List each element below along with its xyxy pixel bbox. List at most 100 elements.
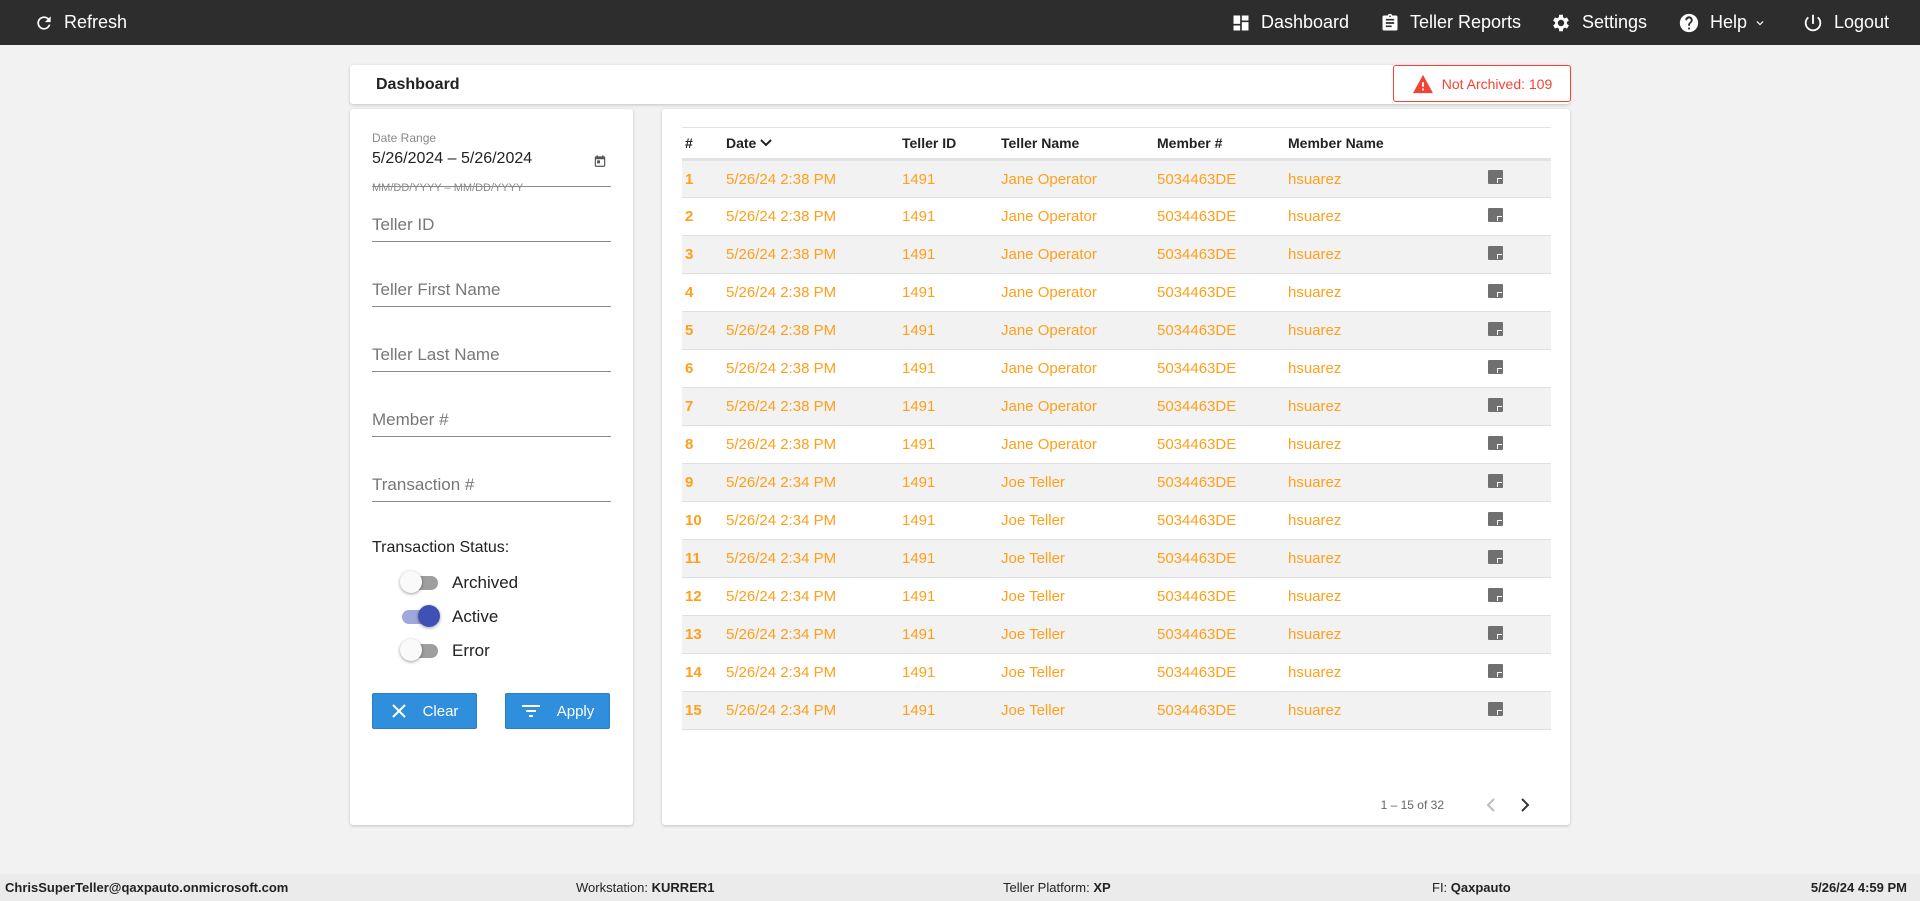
row-teller-name: Jane Operator xyxy=(998,273,1154,312)
table-row[interactable]: 12 5/26/24 2:34 PM 1491 Joe Teller 5034463DE… xyxy=(682,577,1551,616)
not-archived-label: Not Archived: 109 xyxy=(1441,75,1553,92)
note-icon[interactable] xyxy=(1488,283,1503,298)
table-row[interactable]: 9 5/26/24 2:34 PM 1491 Joe Teller 5034463DE h… xyxy=(682,463,1551,502)
row-actions xyxy=(1485,577,1551,616)
note-icon[interactable] xyxy=(1488,170,1503,184)
note-icon[interactable] xyxy=(1488,625,1503,640)
note-icon[interactable] xyxy=(1488,435,1503,450)
note-icon[interactable] xyxy=(1488,397,1503,412)
current-user: ChrisSuperTeller@qaxpauto.onmicrosoft.co… xyxy=(5,880,289,895)
table-row[interactable]: 5 5/26/24 2:38 PM 1491 Jane Operator 5034463… xyxy=(682,311,1551,350)
note-icon[interactable] xyxy=(1488,587,1503,602)
note-icon[interactable] xyxy=(1488,701,1503,716)
table-row[interactable]: 7 5/26/24 2:38 PM 1491 Jane Operator 5034463… xyxy=(682,387,1551,426)
row-teller-name: Jane Operator xyxy=(998,387,1154,426)
teller-first-name-input[interactable]: Teller First Name xyxy=(372,280,611,307)
table-row[interactable]: 1 5/26/24 2:38 PM 1491 Jane Operator 5034463… xyxy=(682,159,1551,198)
calendar-icon[interactable] xyxy=(593,154,607,168)
teller-last-name-input[interactable]: Teller Last Name xyxy=(372,345,611,372)
teller-first-name-placeholder: Teller First Name xyxy=(372,280,501,299)
nav-help[interactable]: Help xyxy=(1678,0,1767,45)
row-actions xyxy=(1485,653,1551,692)
column-member-name: Member Name xyxy=(1285,127,1485,161)
table-row[interactable]: 4 5/26/24 2:38 PM 1491 Jane Operator 5034463… xyxy=(682,273,1551,312)
toggle-label: Archived xyxy=(452,573,519,592)
toggle-error[interactable]: Error xyxy=(400,639,490,661)
row-teller-id: 1491 xyxy=(899,273,998,312)
row-member-number: 5034463DE xyxy=(1154,615,1285,654)
teller-id-input[interactable]: Teller ID xyxy=(372,215,611,242)
not-archived-badge[interactable]: Not Archived: 109 xyxy=(1393,65,1571,102)
row-member-number: 5034463DE xyxy=(1154,197,1285,236)
platform-value: XP xyxy=(1093,880,1111,895)
row-number: 9 xyxy=(682,463,723,502)
table-row[interactable]: 3 5/26/24 2:38 PM 1491 Jane Operator 5034463… xyxy=(682,235,1551,274)
logout-button[interactable]: Logout xyxy=(1802,0,1889,45)
table-row[interactable]: 15 5/26/24 2:34 PM 1491 Joe Teller 5034463DE… xyxy=(682,691,1551,730)
table-row[interactable]: 2 5/26/24 2:38 PM 1491 Jane Operator 5034463… xyxy=(682,197,1551,236)
toggle-active[interactable]: Active xyxy=(402,605,498,627)
nav-settings[interactable]: Settings xyxy=(1550,0,1647,45)
row-teller-id: 1491 xyxy=(899,425,998,464)
table-row[interactable]: 11 5/26/24 2:34 PM 1491 Joe Teller 5034463DE… xyxy=(682,539,1551,578)
transaction-number-placeholder: Transaction # xyxy=(372,475,475,494)
column-date-label: Date xyxy=(726,135,757,151)
note-icon[interactable] xyxy=(1488,511,1503,526)
member-number-input[interactable]: Member # xyxy=(372,410,611,437)
transaction-number-input[interactable]: Transaction # xyxy=(372,475,611,502)
date-range-input[interactable]: Date Range 5/26/2024 – 5/26/2024 xyxy=(372,131,611,187)
toggle-switch[interactable] xyxy=(400,639,438,661)
row-number: 15 xyxy=(682,691,723,730)
table-row[interactable]: 13 5/26/24 2:34 PM 1491 Joe Teller 5034463DE… xyxy=(682,615,1551,654)
note-icon[interactable] xyxy=(1488,549,1503,564)
row-date: 5/26/24 2:38 PM xyxy=(723,349,899,388)
filter-panel: Date Range 5/26/2024 – 5/26/2024 MM/DD/Y… xyxy=(350,109,633,825)
apply-button[interactable]: Apply xyxy=(505,693,610,729)
platform-info: Teller Platform: XP xyxy=(1003,880,1111,895)
nav-dashboard[interactable]: Dashboard xyxy=(1231,0,1349,45)
row-number: 6 xyxy=(682,349,723,388)
row-teller-name: Joe Teller xyxy=(998,691,1154,730)
nav-teller-reports[interactable]: Teller Reports xyxy=(1380,0,1521,45)
table-row[interactable]: 10 5/26/24 2:34 PM 1491 Joe Teller 5034463DE… xyxy=(682,501,1551,540)
refresh-button[interactable]: Refresh xyxy=(34,0,127,45)
note-icon[interactable] xyxy=(1488,473,1503,488)
row-member-number: 5034463DE xyxy=(1154,273,1285,312)
row-member-name: hsuarez xyxy=(1285,197,1485,236)
note-icon[interactable] xyxy=(1488,663,1503,678)
row-number: 1 xyxy=(682,159,723,198)
note-icon[interactable] xyxy=(1488,207,1503,222)
toggle-switch[interactable] xyxy=(402,605,440,627)
note-icon[interactable] xyxy=(1488,245,1503,260)
note-icon[interactable] xyxy=(1488,359,1503,374)
nav-settings-label: Settings xyxy=(1582,12,1648,32)
pagination: 1 – 15 of 32 xyxy=(1381,797,1532,813)
table-row[interactable]: 8 5/26/24 2:38 PM 1491 Jane Operator 5034463… xyxy=(682,425,1551,464)
row-date: 5/26/24 2:38 PM xyxy=(723,273,899,312)
note-icon[interactable] xyxy=(1488,321,1503,336)
page-title: Dashboard xyxy=(376,76,460,93)
row-member-name: hsuarez xyxy=(1285,577,1485,616)
chevron-left-icon[interactable] xyxy=(1484,797,1498,813)
chevron-right-icon[interactable] xyxy=(1518,797,1532,813)
logout-label: Logout xyxy=(1834,12,1890,32)
row-member-number: 5034463DE xyxy=(1154,501,1285,540)
toggle-archived[interactable]: Archived xyxy=(400,571,519,593)
toggle-switch[interactable] xyxy=(400,571,438,593)
row-number: 2 xyxy=(682,197,723,236)
row-member-name: hsuarez xyxy=(1285,159,1485,198)
row-date: 5/26/24 2:34 PM xyxy=(723,653,899,692)
column-number: # xyxy=(682,127,723,161)
column-date[interactable]: Date xyxy=(723,127,899,161)
row-teller-id: 1491 xyxy=(899,691,998,730)
status-bar: ChrisSuperTeller@qaxpauto.onmicrosoft.co… xyxy=(0,874,1920,901)
row-teller-name: Joe Teller xyxy=(998,653,1154,692)
row-date: 5/26/24 2:34 PM xyxy=(723,577,899,616)
clear-button[interactable]: Clear xyxy=(372,693,477,729)
warning-icon xyxy=(1412,74,1433,93)
table-row[interactable]: 14 5/26/24 2:34 PM 1491 Joe Teller 5034463DE… xyxy=(682,653,1551,692)
help-icon xyxy=(1679,13,1699,32)
table-row[interactable]: 6 5/26/24 2:38 PM 1491 Jane Operator 5034463… xyxy=(682,349,1551,388)
row-number: 7 xyxy=(682,387,723,426)
row-teller-name: Jane Operator xyxy=(998,235,1154,274)
